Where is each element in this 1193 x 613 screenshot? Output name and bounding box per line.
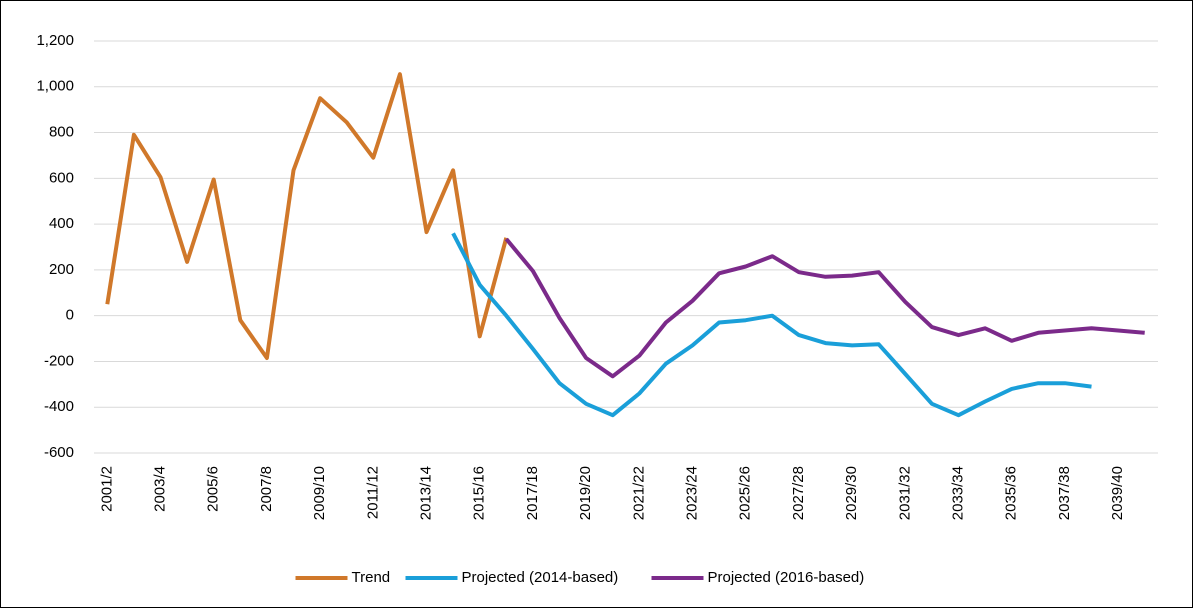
y-tick-label: 400: [49, 215, 74, 232]
y-tick-label: -600: [44, 444, 74, 461]
x-tick-label: 2007/8: [258, 466, 275, 512]
x-tick-label: 2033/34: [949, 466, 966, 520]
legend-label: Trend: [352, 569, 391, 586]
y-tick-label: 0: [66, 307, 74, 324]
x-tick-label: 2031/32: [896, 466, 913, 520]
x-tick-label: 2005/6: [205, 466, 222, 512]
x-tick-label: 2025/26: [737, 466, 754, 520]
series-line: [105, 72, 509, 360]
x-tick-label: 2013/14: [417, 466, 434, 520]
y-tick-label: -200: [44, 352, 74, 369]
legend-label: Projected (2014-based): [462, 569, 619, 586]
y-tick-label: -400: [44, 398, 74, 415]
x-tick-label: 2009/10: [311, 466, 328, 520]
x-tick-label: 2023/24: [683, 466, 700, 520]
y-tick-label: 1,000: [36, 78, 74, 95]
x-tick-label: 2029/30: [843, 466, 860, 520]
x-tick-label: 2001/2: [98, 466, 115, 512]
legend-label: Projected (2016-based): [708, 569, 865, 586]
x-tick-label: 2011/12: [364, 466, 381, 519]
x-tick-label: 2035/36: [1003, 466, 1020, 520]
y-tick-label: 1,200: [36, 32, 74, 49]
series-line: [451, 232, 1092, 418]
x-tick-label: 2027/28: [790, 466, 807, 520]
y-tick-label: 200: [49, 261, 74, 278]
x-tick-label: 2019/20: [577, 466, 594, 520]
x-tick-label: 2015/16: [471, 466, 488, 520]
x-tick-label: 2037/38: [1056, 466, 1073, 520]
x-tick-label: 2003/4: [151, 466, 168, 512]
y-tick-label: 800: [49, 124, 74, 141]
y-tick-label: 600: [49, 169, 74, 186]
x-tick-label: 2021/22: [630, 466, 647, 520]
x-tick-label: 2039/40: [1109, 466, 1126, 520]
series-line: [504, 237, 1145, 379]
x-tick-label: 2017/18: [524, 466, 541, 520]
